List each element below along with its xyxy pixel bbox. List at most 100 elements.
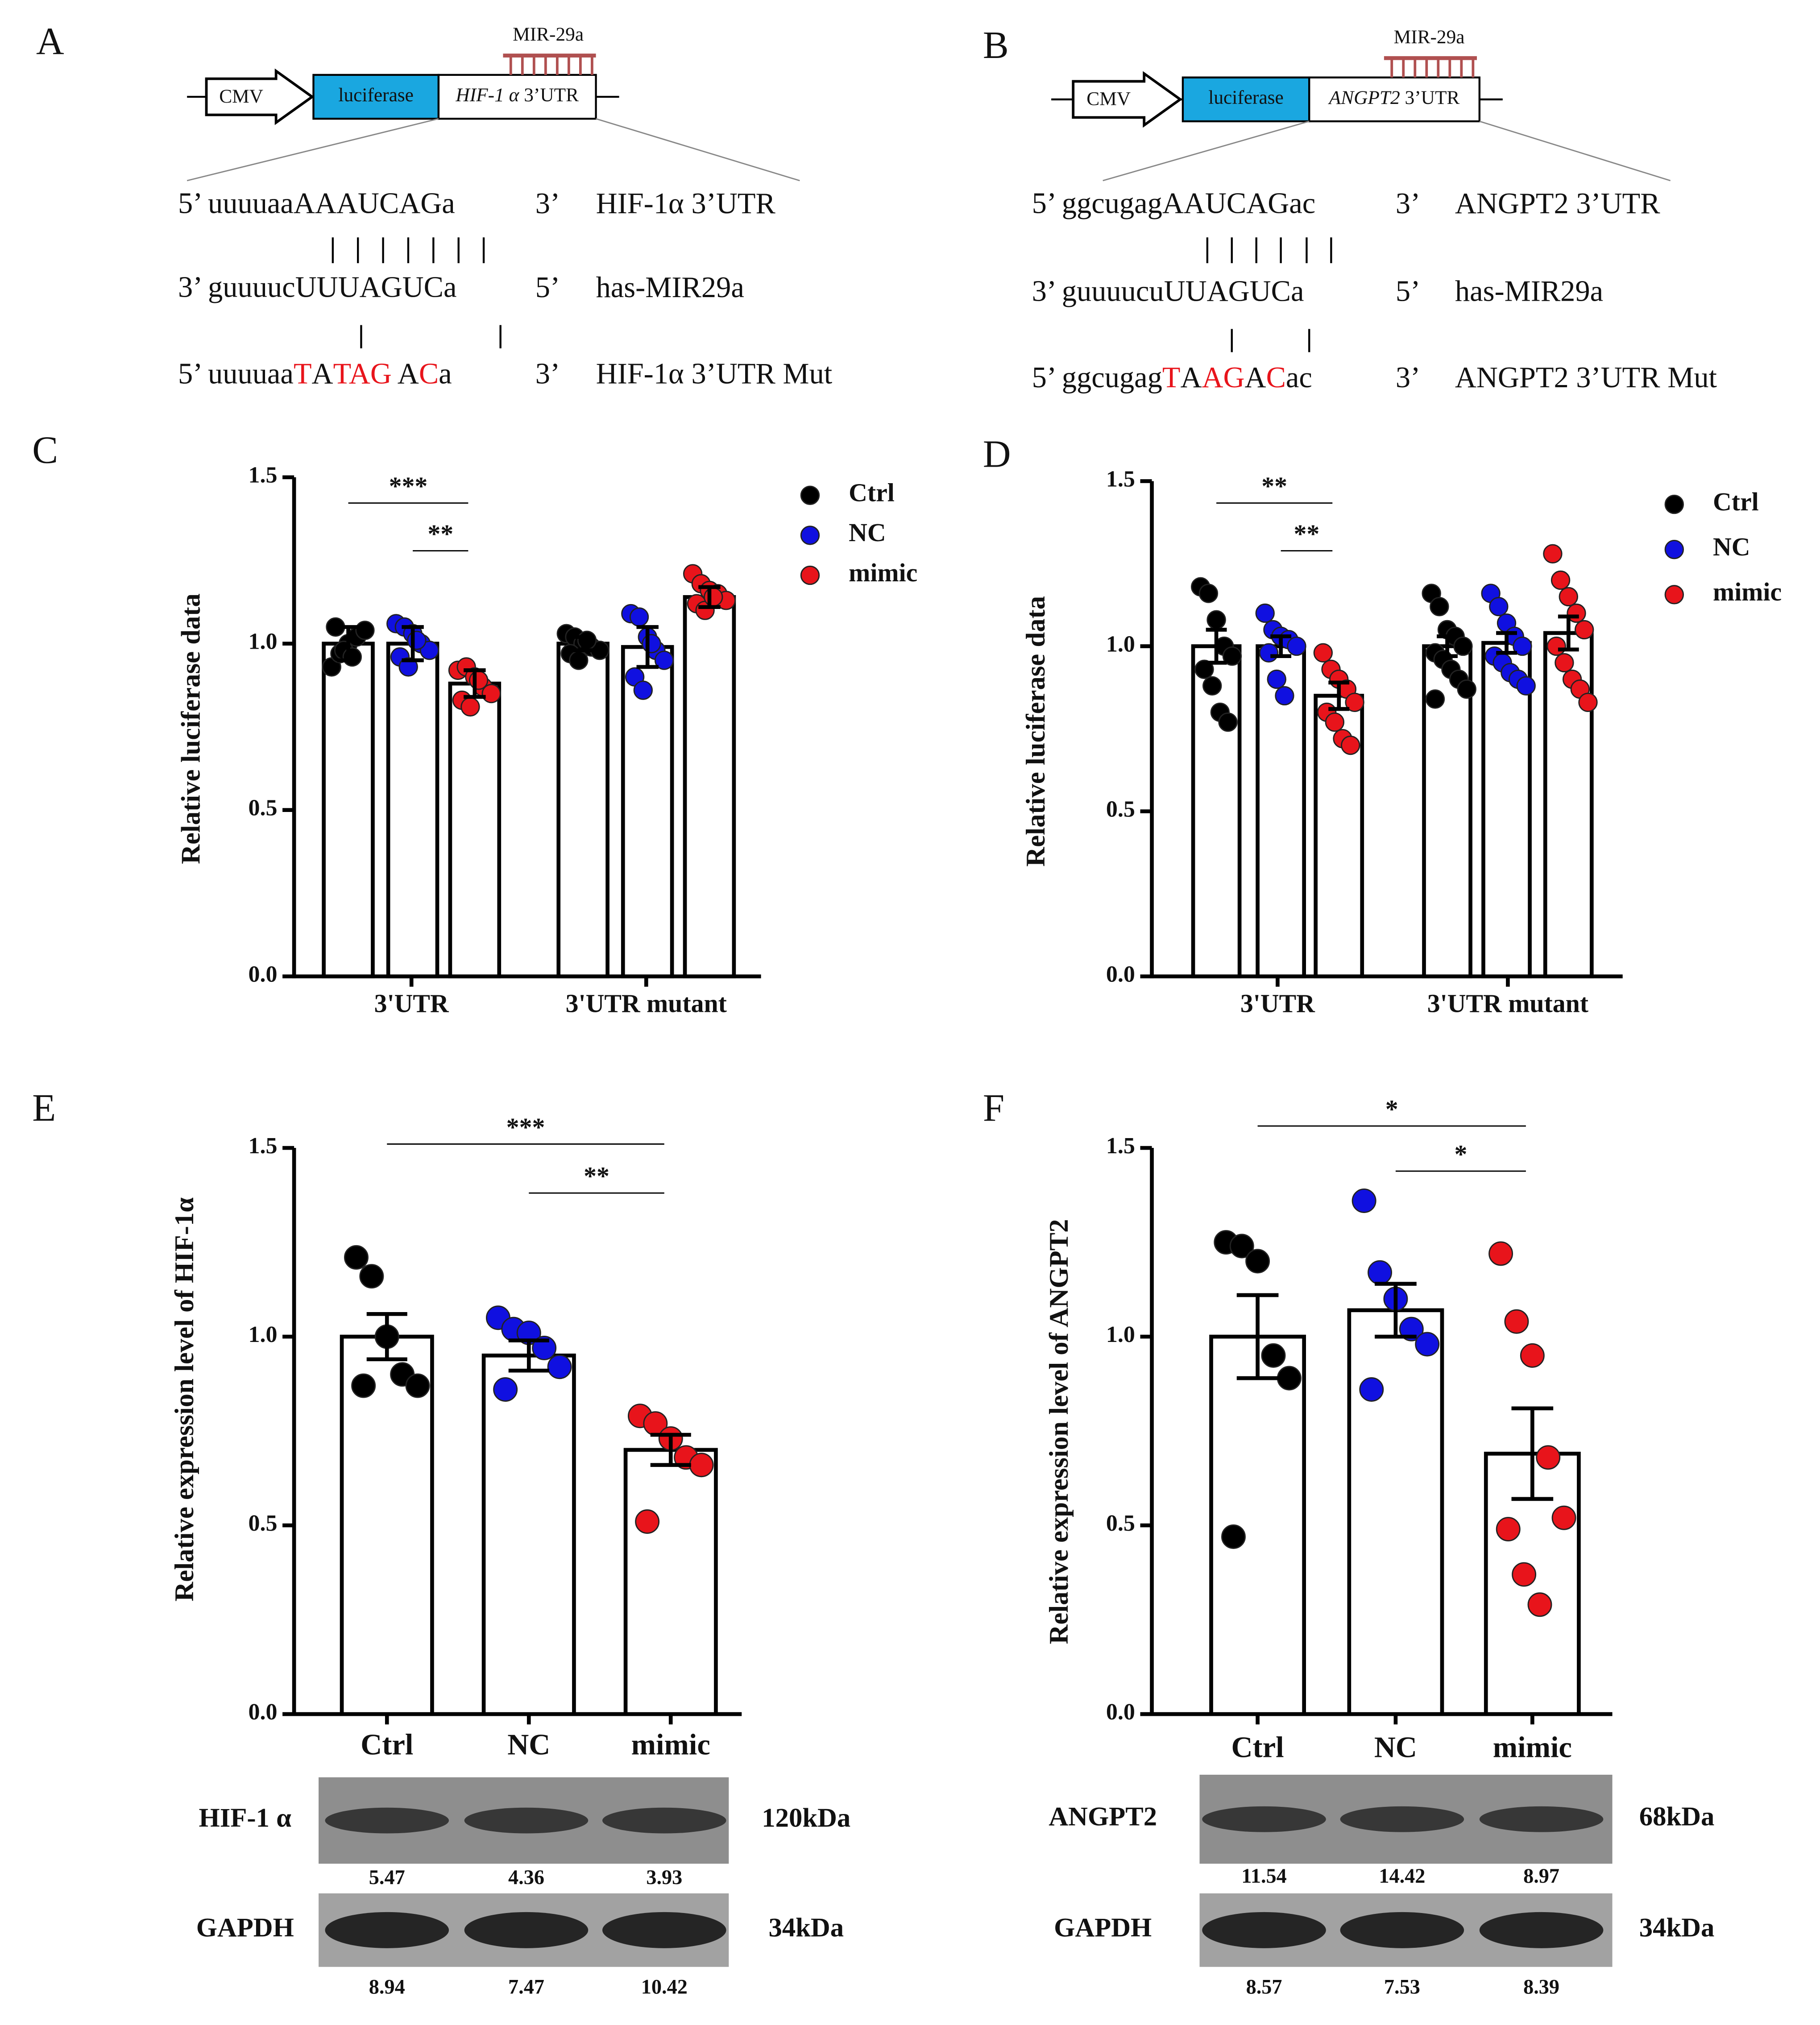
data-point	[654, 650, 674, 670]
protein-label: GAPDH	[196, 1913, 294, 1942]
utr-label: ANGPT2 3’UTR	[1328, 87, 1460, 108]
utr-box	[437, 74, 597, 120]
error-bar	[1206, 628, 1227, 665]
sequence-end: 3’	[1396, 187, 1420, 220]
data-point	[1555, 653, 1574, 673]
y-tick-label: 1.0	[1106, 631, 1135, 657]
reporter-box	[1182, 76, 1310, 123]
data-point	[1325, 712, 1345, 732]
bar	[322, 642, 375, 978]
legend-label: NC	[849, 518, 886, 547]
data-point	[419, 640, 439, 660]
data-point	[1430, 597, 1449, 617]
error-bar	[508, 1338, 549, 1373]
size-label: 34kDa	[1639, 1913, 1715, 1942]
error-bar	[337, 625, 360, 663]
sequence: 3’ guuuucUUUAGUCa	[178, 271, 457, 304]
data-point	[689, 1453, 714, 1478]
sequence-part: A	[312, 358, 333, 390]
data-point	[1496, 1517, 1521, 1542]
error-bar	[650, 1433, 691, 1467]
data-point	[344, 1245, 369, 1270]
promoter-label: CMV	[219, 86, 263, 107]
mirna-label: MIR-29a	[1394, 26, 1465, 48]
zoom-line	[187, 118, 439, 182]
blot-band	[1202, 1912, 1326, 1948]
x-tick-label: Ctrl	[361, 1729, 413, 1761]
data-point	[1516, 676, 1536, 696]
data-point	[359, 1264, 384, 1289]
data-point	[642, 634, 661, 654]
sequence-name: ANGPT2 3’UTR Mut	[1455, 361, 1717, 394]
bar	[1191, 644, 1242, 978]
legend-label: Ctrl	[849, 478, 895, 507]
data-point	[1551, 1505, 1576, 1530]
gene-name: HIF-1 α	[455, 84, 519, 106]
legend-label: mimic	[1713, 577, 1782, 606]
bar	[1481, 641, 1532, 978]
data-point	[1345, 692, 1364, 712]
panel-label: A	[36, 20, 64, 62]
gene-name: ANGPT2	[1328, 87, 1400, 108]
significance-label: **	[427, 519, 453, 548]
sequence-end: 3’	[1396, 361, 1420, 394]
data-point	[398, 657, 418, 677]
sequence-part: AG	[1202, 361, 1245, 394]
zoom-line	[1103, 120, 1310, 182]
bar	[683, 595, 736, 978]
size-label: 120kDa	[762, 1803, 850, 1833]
data-point	[569, 650, 589, 670]
bar	[386, 642, 439, 978]
reporter-label: luciferase	[338, 84, 414, 106]
promoter-arrow	[1072, 71, 1183, 128]
band-intensity: 8.94	[369, 1975, 405, 1998]
sequence-part: 3’ guuuucuUUAGUCa	[1032, 275, 1304, 308]
utr-box	[1308, 76, 1480, 123]
data-point	[1513, 636, 1532, 656]
y-tick-label: 0.5	[249, 795, 278, 821]
sequence-end: 3’	[535, 187, 560, 220]
data-point	[1194, 659, 1214, 679]
data-point	[1512, 1562, 1537, 1587]
band-intensity: 8.57	[1246, 1975, 1282, 1998]
data-point	[1222, 646, 1242, 666]
data-point	[1221, 1524, 1246, 1549]
legend-marker	[1664, 585, 1684, 605]
x-tick-label: 3'UTR	[374, 989, 449, 1018]
data-point	[577, 630, 597, 650]
sequence: 5’ uuuuaaAAAUCAGa	[178, 187, 455, 220]
data-point	[1259, 643, 1279, 663]
legend-marker	[1664, 540, 1684, 559]
sequence-name: HIF-1α 3’UTR Mut	[596, 358, 833, 390]
x-tick-label: Ctrl	[1231, 1731, 1284, 1764]
sequence-end: 5’	[1396, 275, 1420, 308]
significance-label: *	[1385, 1094, 1398, 1123]
band-intensity: 3.93	[646, 1866, 682, 1889]
sequence-name: HIF-1α 3’UTR	[596, 187, 776, 220]
legend-marker	[800, 565, 820, 585]
bar	[340, 1334, 434, 1716]
y-tick-label: 1.5	[1106, 1133, 1135, 1159]
protein-label: ANGPT2	[1049, 1802, 1157, 1832]
reporter-label: luciferase	[1208, 87, 1284, 108]
blot-band	[325, 1807, 449, 1834]
y-tick-label: 0.5	[1106, 796, 1135, 822]
utr-label: HIF-1 α 3’UTR	[455, 84, 579, 106]
error-bar	[366, 1312, 407, 1362]
error-bar	[402, 625, 424, 663]
significance-label: ***	[389, 472, 428, 501]
bar	[448, 681, 502, 978]
sequence-name: ANGPT2 3’UTR	[1455, 187, 1660, 220]
significance-label: **	[1261, 472, 1287, 501]
region-name: 3’UTR	[1405, 87, 1460, 108]
data-point	[1287, 636, 1306, 656]
y-tick-label: 1.5	[1106, 466, 1135, 492]
data-point	[1527, 1592, 1552, 1617]
data-point	[351, 1373, 376, 1398]
sequence-part: a	[439, 358, 452, 390]
x-tick-label: NC	[507, 1729, 550, 1761]
data-point	[633, 680, 653, 700]
significance-label: **	[1294, 519, 1320, 548]
error-bar	[1375, 1282, 1417, 1339]
